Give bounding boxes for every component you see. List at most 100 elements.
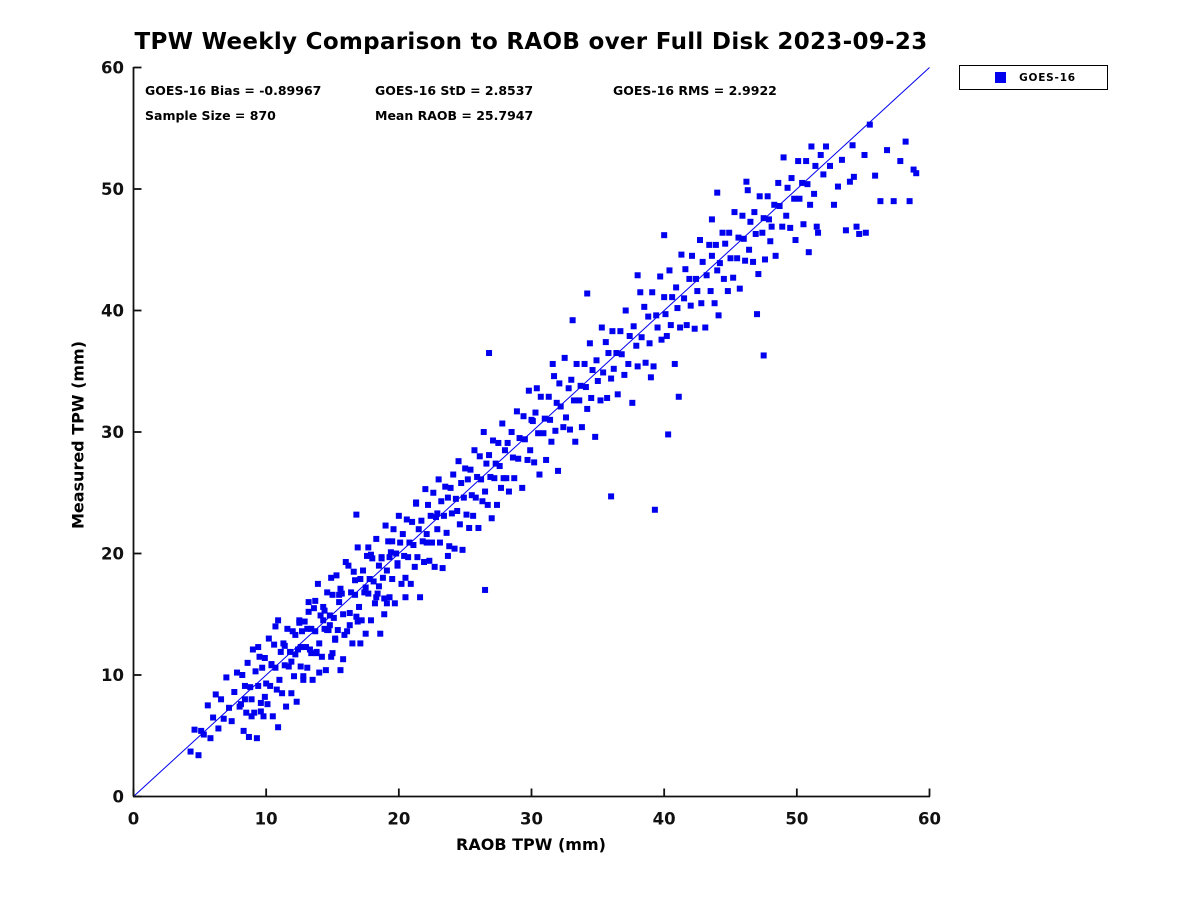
scatter-point: [799, 179, 806, 186]
scatter-point: [352, 577, 359, 584]
scatter-point: [730, 274, 737, 281]
stat-std: GOES-16 StD = 2.8537: [375, 83, 534, 98]
scatter-point: [808, 143, 815, 150]
scatter-point: [326, 622, 333, 629]
scatter-point: [621, 371, 628, 378]
scatter-point: [467, 466, 474, 473]
x-tick-label: 0: [128, 810, 139, 829]
scatter-point: [394, 560, 401, 567]
scatter-point: [658, 336, 665, 343]
scatter-point: [707, 288, 714, 295]
scatter-point: [678, 251, 685, 258]
scatter-point: [312, 628, 319, 635]
x-tick-label: 20: [387, 810, 410, 829]
scatter-point: [450, 471, 457, 478]
scatter-point: [720, 275, 727, 282]
scatter-point: [474, 473, 481, 480]
scatter-point: [342, 559, 349, 566]
scatter-point: [353, 613, 360, 620]
scatter-point: [592, 433, 599, 440]
scatter-point: [669, 294, 676, 301]
scatter-point: [494, 501, 501, 508]
scatter-point: [663, 333, 670, 340]
scatter-point: [269, 713, 276, 720]
scatter-point: [565, 385, 572, 392]
scatter-point: [426, 557, 433, 564]
scatter-point: [584, 405, 591, 412]
scatter-point: [556, 380, 563, 387]
scatter-point: [443, 529, 450, 536]
scatter-point: [805, 249, 812, 256]
scatter-point: [260, 713, 267, 720]
scatter-point: [661, 232, 668, 239]
scatter-point: [708, 216, 715, 223]
legend-label: GOES-16: [1019, 71, 1076, 84]
scatter-point: [588, 394, 595, 401]
scatter-point: [856, 230, 863, 237]
scatter-point: [760, 352, 767, 359]
scatter-point: [381, 595, 388, 602]
scatter-point: [200, 731, 207, 738]
scatter-point: [482, 586, 489, 593]
identity-line: [133, 67, 930, 797]
scatter-point: [411, 563, 418, 570]
scatter-point: [677, 324, 684, 331]
scatter-point: [532, 409, 539, 416]
scatter-point: [820, 171, 827, 178]
scatter-point: [397, 539, 404, 546]
scatter-point: [724, 288, 731, 295]
scatter-point: [613, 350, 620, 357]
scatter-point: [813, 223, 820, 230]
scatter-point: [444, 552, 451, 559]
scatter-point: [398, 580, 405, 587]
scatter-point: [589, 367, 596, 374]
scatter-point: [228, 718, 235, 725]
scatter-point: [593, 357, 600, 364]
scatter-point: [281, 662, 288, 669]
legend-square-marker-icon: [995, 72, 1006, 83]
scatter-point: [239, 672, 246, 678]
scatter-point: [610, 365, 617, 372]
scatter-point: [320, 617, 327, 624]
scatter-point: [653, 312, 660, 319]
scatter-point: [422, 486, 429, 493]
scatter-point: [771, 201, 778, 208]
scatter-point: [233, 669, 240, 676]
scatter-point: [608, 493, 615, 500]
scatter-point: [440, 512, 447, 519]
scatter-point: [387, 549, 394, 556]
y-tick-label: 40: [101, 302, 124, 321]
scatter-point: [344, 628, 351, 635]
scatter-point: [783, 212, 790, 219]
scatter-point: [464, 476, 471, 483]
scatter-point: [637, 289, 644, 296]
scatter-point: [363, 552, 370, 559]
scatter-point: [516, 435, 523, 442]
scatter-point: [674, 305, 681, 312]
scatter-point: [367, 617, 374, 624]
scatter-point: [204, 702, 211, 709]
scatter-point: [402, 594, 409, 601]
scatter-point: [626, 333, 633, 340]
scatter-point: [439, 565, 446, 572]
scatter-point: [597, 397, 604, 404]
scatter-point: [310, 605, 317, 612]
scatter-point: [525, 387, 532, 394]
scatter-point: [568, 376, 575, 383]
scatter-point: [496, 463, 503, 470]
scatter-point: [452, 495, 459, 502]
scatter-point: [460, 494, 467, 501]
scatter-point: [468, 492, 475, 499]
scatter-point: [765, 216, 772, 223]
scatter-point: [297, 644, 304, 651]
scatter-point: [811, 190, 818, 197]
scatter-point: [602, 339, 609, 346]
scatter-point: [436, 539, 443, 546]
scatter-point: [377, 630, 384, 637]
scatter-point: [910, 166, 917, 173]
scatter-point: [281, 642, 288, 649]
scatter-point: [651, 506, 658, 513]
scatter-point: [541, 415, 548, 422]
scatter-point: [360, 567, 367, 574]
scatter-point: [346, 610, 353, 617]
